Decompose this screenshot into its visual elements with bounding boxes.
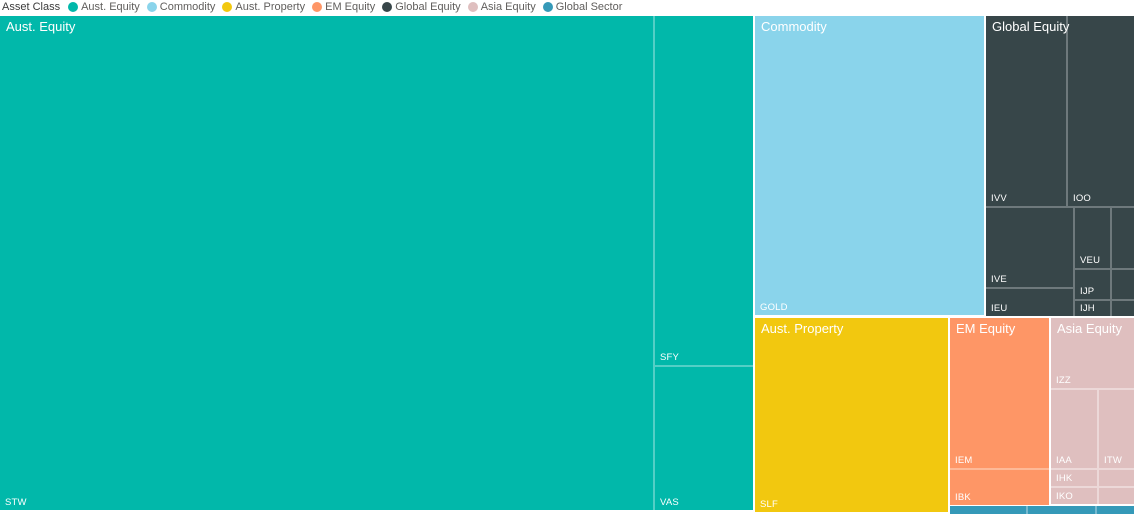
legend-item-label: Asia Equity [480, 1, 536, 13]
treemap-tile-ive[interactable]: IVE [986, 208, 1073, 287]
tile-ticker-label: IZZ [1056, 375, 1071, 386]
legend-dot-icon [467, 2, 478, 12]
legend: Asset Class Aust. Equity Commodity Aust. P… [2, 0, 629, 14]
tile-ticker-label: IVV [991, 193, 1007, 204]
treemap-tile[interactable] [1097, 506, 1134, 514]
treemap-tile[interactable] [1099, 470, 1134, 486]
treemap-tile-ibk[interactable]: IBK [950, 470, 1049, 505]
treemap-tile-stw[interactable]: STW [0, 16, 653, 510]
tile-ticker-label: IEU [991, 303, 1008, 314]
legend-item-label: Commodity [159, 1, 216, 13]
treemap-tile-ijh[interactable]: IJH [1075, 301, 1110, 316]
treemap-tile-izz[interactable]: IZZ [1051, 318, 1134, 388]
treemap-tile-iaa[interactable]: IAA [1051, 390, 1097, 468]
treemap-tile-ijp[interactable]: IJP [1075, 270, 1110, 299]
treemap-tile-ivv[interactable]: IVV [986, 16, 1066, 206]
tile-ticker-label: IVE [991, 274, 1007, 285]
treemap-tile-sfy[interactable]: SFY [655, 16, 753, 365]
tile-ticker-label: IOO [1073, 193, 1092, 204]
legend-dot-icon [542, 2, 553, 12]
treemap-tile-ioo[interactable]: IOO [1068, 16, 1134, 206]
treemap-tile-iem[interactable]: IEM [950, 318, 1049, 468]
treemap-tile-ieu[interactable]: IEU [986, 289, 1073, 316]
tile-ticker-label: IJH [1080, 303, 1095, 314]
treemap-tile-vas[interactable]: VAS [655, 367, 753, 510]
treemap-tile[interactable] [1112, 208, 1134, 268]
tile-ticker-label: ITW [1104, 455, 1123, 466]
legend-item-global-sector[interactable]: Global Sector [542, 1, 623, 13]
treemap-group-aust-equity: STW SFY VAS Aust. Equity [0, 16, 753, 510]
legend-item-label: Global Sector [555, 1, 623, 13]
legend-item-label: Aust. Equity [81, 1, 140, 13]
treemap-tile-ihk[interactable]: IHK [1051, 470, 1097, 486]
legend-item-asia-equity[interactable]: Asia Equity [467, 1, 536, 13]
treemap-tile[interactable] [1028, 506, 1095, 514]
treemap-group-commodity: GOLD Commodity [755, 16, 984, 315]
legend-dot-icon [382, 2, 393, 12]
tile-ticker-label: SFY [660, 352, 680, 363]
tile-ticker-label: IAA [1056, 455, 1072, 466]
tile-ticker-label: STW [5, 497, 27, 508]
treemap-group-aust-property: SLF Aust. Property [755, 318, 948, 512]
legend-item-label: Global Equity [395, 1, 461, 13]
treemap-tile-iko[interactable]: IKO [1051, 488, 1097, 504]
treemap-tile[interactable] [1112, 301, 1134, 316]
treemap-tile-itw[interactable]: ITW [1099, 390, 1134, 468]
treemap-group-global-sector [950, 506, 1134, 514]
legend-item-commodity[interactable]: Commodity [146, 1, 216, 13]
legend-dot-icon [312, 2, 323, 12]
legend-title: Asset Class [2, 1, 61, 13]
legend-items: Aust. Equity Commodity Aust. Property EM Eq… [68, 1, 629, 13]
tile-ticker-label: VEU [1080, 255, 1101, 266]
tile-ticker-label: IKO [1056, 491, 1073, 502]
legend-item-global-equity[interactable]: Global Equity [382, 1, 461, 13]
legend-dot-icon [68, 2, 79, 12]
legend-item-em-equity[interactable]: EM Equity [312, 1, 375, 13]
legend-item-aust-equity[interactable]: Aust. Equity [68, 1, 140, 13]
treemap-tile[interactable] [950, 506, 1026, 514]
tile-ticker-label: IEM [955, 455, 973, 466]
treemap-group-em-equity: IEM IBK EM Equity [950, 318, 1049, 505]
treemap-group-asia-equity: IZZ IAA ITW IHK IKO Asia Equity [1051, 318, 1134, 504]
tile-ticker-label: IBK [955, 492, 971, 503]
legend-dot-icon [146, 2, 157, 12]
legend-dot-icon [222, 2, 233, 12]
treemap-tile-gold[interactable]: GOLD [755, 16, 984, 315]
treemap-tile-veu[interactable]: VEU [1075, 208, 1110, 268]
legend-item-aust-property[interactable]: Aust. Property [222, 1, 305, 13]
legend-item-label: EM Equity [325, 1, 376, 13]
tile-ticker-label: GOLD [760, 302, 788, 313]
treemap-tile[interactable] [1112, 270, 1134, 299]
tile-ticker-label: IHK [1056, 473, 1073, 484]
treemap-tile[interactable] [1099, 488, 1134, 504]
treemap-tile-slf[interactable]: SLF [755, 318, 948, 512]
treemap-group-global-equity: IVV IOO IVE IEU VEU IJP IJH Global Equity [986, 16, 1134, 316]
tile-ticker-label: IJP [1080, 286, 1095, 297]
tile-ticker-label: VAS [660, 497, 679, 508]
legend-item-label: Aust. Property [235, 1, 306, 13]
tile-ticker-label: SLF [760, 499, 779, 510]
